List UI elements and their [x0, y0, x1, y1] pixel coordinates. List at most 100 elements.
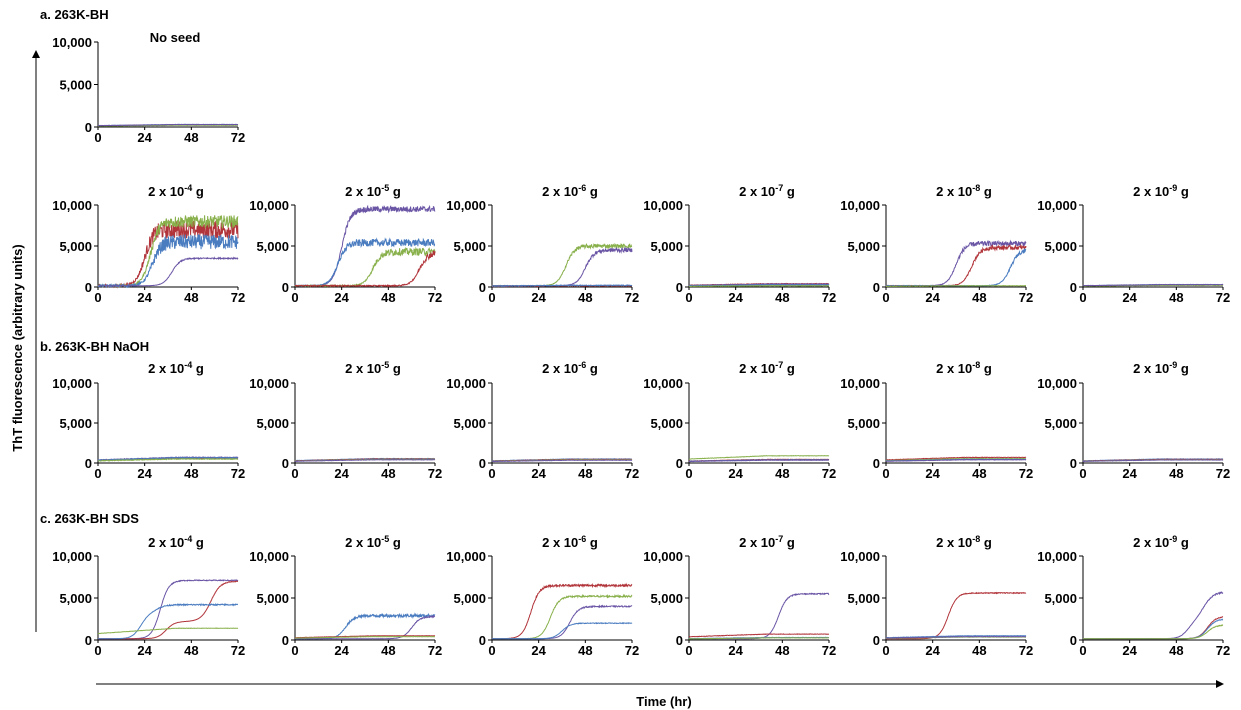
panel-title-exponent: -4 [184, 360, 192, 370]
x-tick-label: 48 [184, 466, 198, 481]
panel-title-unit: g [980, 184, 992, 199]
panel-16: 2 x 10-7 g 0 5,000 10,000 0 24 48 72 [643, 534, 836, 658]
y-tick-label: 0 [873, 280, 880, 295]
panel-title: 2 x 10-6 g [542, 183, 598, 199]
series-line-purple [491, 459, 633, 463]
panel-title-exponent: -6 [578, 534, 586, 544]
x-tick-label: 48 [381, 290, 395, 305]
series-line-green [294, 246, 436, 288]
y-tick-label: 10,000 [840, 549, 880, 564]
panel-title-unit: g [389, 535, 401, 550]
panel-title-unit: g [389, 184, 401, 199]
panel-title-exponent: -5 [381, 534, 389, 544]
y-tick-label: 10,000 [446, 376, 486, 391]
panel-title-unit: g [192, 535, 204, 550]
x-tick-label: 48 [381, 466, 395, 481]
panel-14: 2 x 10-5 g 0 5,000 10,000 0 24 48 72 [249, 534, 442, 658]
panel-7: 2 x 10-4 g 0 5,000 10,000 0 24 48 72 [52, 360, 245, 481]
panel-11: 2 x 10-8 g 0 5,000 10,000 0 24 48 72 [840, 360, 1033, 481]
series-line-purple [885, 635, 1027, 639]
section-c-label: c. 263K-BH SDS [40, 511, 139, 526]
y-tick-label: 5,000 [59, 78, 92, 93]
y-tick-label: 10,000 [249, 549, 289, 564]
x-tick-label: 24 [728, 290, 743, 305]
x-tick-label: 72 [625, 643, 639, 658]
x-tick-label: 24 [137, 290, 152, 305]
panel-title: 2 x 10-7 g [739, 183, 795, 199]
panel-title-base: 2 x 10 [936, 361, 972, 376]
panel-title-unit: g [1177, 184, 1189, 199]
x-tick-label: 72 [1019, 290, 1033, 305]
series-line-green [688, 637, 829, 640]
panel-18: 2 x 10-9 g 0 5,000 10,000 0 24 48 72 [1037, 534, 1230, 658]
x-tick-label: 72 [231, 130, 245, 145]
x-tick-label: 48 [184, 290, 198, 305]
series-line-green [295, 635, 435, 639]
y-tick-label: 10,000 [1037, 376, 1077, 391]
x-tick-label: 0 [94, 290, 101, 305]
panel-title-unit: g [980, 535, 992, 550]
series-line-blue [885, 248, 1027, 288]
series-line-purple [294, 204, 436, 287]
x-tick-label: 72 [1019, 466, 1033, 481]
panel-title-unit: g [192, 361, 204, 376]
x-tick-label: 0 [882, 290, 889, 305]
panel-title-base: No seed [150, 30, 201, 45]
panel-title-base: 2 x 10 [345, 361, 381, 376]
x-tick-label: 24 [1122, 466, 1137, 481]
x-tick-label: 24 [1122, 290, 1137, 305]
panel-9: 2 x 10-6 g 0 5,000 10,000 0 24 48 72 [446, 360, 639, 481]
series-line-red [294, 250, 436, 288]
panel-12: 2 x 10-9 g 0 5,000 10,000 0 24 48 72 [1037, 360, 1230, 481]
x-tick-label: 72 [231, 290, 245, 305]
panel-title-unit: g [1177, 361, 1189, 376]
x-tick-label: 24 [1122, 643, 1137, 658]
y-tick-label: 5,000 [650, 416, 683, 431]
panel-title-unit: g [586, 361, 598, 376]
panel-title-base: 2 x 10 [148, 361, 184, 376]
panel-title-unit: g [783, 184, 795, 199]
x-tick-label: 24 [531, 643, 546, 658]
y-tick-label: 0 [85, 456, 92, 471]
y-tick-label: 10,000 [446, 198, 486, 213]
y-tick-label: 0 [873, 633, 880, 648]
series-line-purple [688, 283, 830, 287]
x-tick-label: 48 [184, 643, 198, 658]
x-tick-label: 0 [685, 466, 692, 481]
x-tick-label: 0 [882, 643, 889, 658]
panel-0: No seed 0 5,000 10,000 0 24 48 72 [52, 30, 245, 145]
panel-10: 2 x 10-7 g 0 5,000 10,000 0 24 48 72 [643, 360, 836, 481]
y-tick-label: 5,000 [59, 416, 92, 431]
panel-title-exponent: -9 [1169, 534, 1177, 544]
series-line-purple [1082, 459, 1224, 463]
series-line-blue [491, 284, 633, 288]
series-line-green [97, 215, 239, 289]
panel-title: No seed [150, 30, 201, 45]
panel-title-exponent: -8 [972, 183, 980, 193]
y-tick-label: 0 [85, 280, 92, 295]
x-tick-label: 0 [685, 290, 692, 305]
x-tick-label: 0 [94, 466, 101, 481]
series-line-red [885, 244, 1027, 287]
panel-title-exponent: -8 [972, 534, 980, 544]
panel-title: 2 x 10-9 g [1133, 183, 1189, 199]
x-tick-label: 24 [925, 290, 940, 305]
x-tick-label: 24 [137, 130, 152, 145]
x-tick-label: 72 [822, 466, 836, 481]
x-tick-label: 72 [428, 290, 442, 305]
x-tick-label: 24 [728, 466, 743, 481]
panel-title: 2 x 10-4 g [148, 534, 204, 550]
x-tick-label: 48 [1169, 466, 1183, 481]
series-line-purple [98, 578, 239, 640]
x-tick-label: 24 [334, 643, 349, 658]
y-tick-label: 0 [479, 633, 486, 648]
series-line-blue [98, 602, 238, 640]
figure-ylabel: ThT fluorescence (arbitrary units) [10, 244, 25, 451]
panel-title-exponent: -5 [381, 360, 389, 370]
y-tick-label: 10,000 [52, 376, 92, 391]
y-tick-label: 10,000 [446, 549, 486, 564]
panel-title: 2 x 10-4 g [148, 360, 204, 376]
x-tick-label: 48 [578, 466, 592, 481]
panel-title-exponent: -7 [775, 183, 783, 193]
